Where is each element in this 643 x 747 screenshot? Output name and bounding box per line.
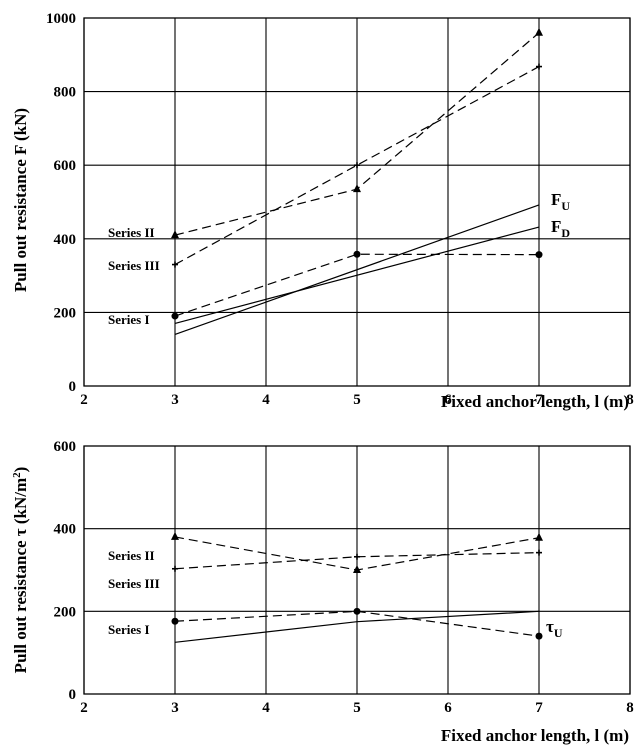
y-tick-label: 200 <box>54 604 77 620</box>
y-axis-label: Pull out resistance F (kN) <box>11 108 30 292</box>
series-label: Series II <box>108 225 155 240</box>
data-point <box>353 565 361 573</box>
x-tick-label: 8 <box>626 700 634 716</box>
x-tick-label: 8 <box>626 392 634 408</box>
data-point <box>353 250 361 258</box>
y-axis-label: Pull out resistance τ (kN/m2) <box>11 467 30 674</box>
series-line-τu <box>174 610 540 643</box>
data-point <box>353 184 361 193</box>
x-tick-label: 5 <box>353 700 361 716</box>
chart-panel-1: 2 3 4 5 6 7 8 0 200 400 600 800 1000 Fixed anchor len… <box>11 11 634 411</box>
data-point <box>535 632 543 640</box>
series-label: Series III <box>108 258 160 273</box>
data-point <box>171 617 179 625</box>
data-point <box>535 27 543 36</box>
y-tick-label: 400 <box>54 522 77 538</box>
plot-frame <box>83 445 631 695</box>
data-point <box>354 553 360 560</box>
x-tick-label: 4 <box>262 392 270 408</box>
data-point <box>171 230 179 239</box>
x-tick-label: 6 <box>444 700 452 716</box>
curve-label: FU <box>551 190 570 213</box>
data-point <box>171 312 179 320</box>
y-tick-label: 800 <box>54 85 77 101</box>
data-point <box>353 607 361 615</box>
x-tick-label: 7 <box>535 700 543 716</box>
series-label: Series I <box>108 312 150 327</box>
series-line-fd <box>174 226 540 325</box>
series-label: Series III <box>108 576 160 591</box>
x-tick-label: 3 <box>171 700 179 716</box>
series-line-fu <box>174 204 540 336</box>
plot-frame <box>83 17 631 387</box>
x-tick-label: 2 <box>80 392 88 408</box>
x-tick-label: 5 <box>353 392 361 408</box>
data-point <box>171 531 179 540</box>
data-point <box>535 251 543 259</box>
x-tick-label: 2 <box>80 700 88 716</box>
data-point <box>172 261 178 268</box>
series-label: Series I <box>108 622 150 637</box>
data-point <box>354 162 360 169</box>
series-line-series-i <box>174 253 540 317</box>
y-tick-label: 600 <box>54 439 77 455</box>
y-tick-label: 600 <box>54 158 77 174</box>
data-point <box>536 63 542 70</box>
y-tick-label: 0 <box>69 687 77 703</box>
x-tick-label: 3 <box>171 392 179 408</box>
curve-label: FD <box>551 217 570 240</box>
x-tick-label: 7 <box>535 392 543 408</box>
y-tick-label: 200 <box>54 305 77 321</box>
curve-label: τU <box>546 617 563 640</box>
y-tick-label: 1000 <box>46 11 76 27</box>
y-tick-label: 0 <box>69 379 77 395</box>
data-point <box>172 565 178 572</box>
data-point <box>535 532 543 541</box>
data-point <box>536 549 542 556</box>
y-tick-label: 400 <box>54 232 77 248</box>
series-label: Series II <box>108 548 155 563</box>
chart-panel-2: 2 3 4 5 6 7 8 0 200 400 600 Fixed anchor length, l … <box>11 439 634 745</box>
x-axis-label: Fixed anchor length, l (m) <box>441 726 629 745</box>
x-tick-label: 4 <box>262 700 270 716</box>
x-axis-label: Fixed anchor length, l (m) <box>441 392 629 411</box>
x-tick-label: 6 <box>444 392 452 408</box>
